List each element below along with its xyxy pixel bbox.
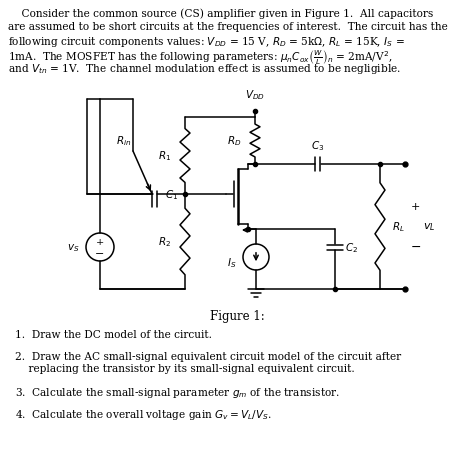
Text: $C_2$: $C_2$ xyxy=(345,241,358,254)
Text: 2.  Draw the AC small-signal equivalent circuit model of the circuit after: 2. Draw the AC small-signal equivalent c… xyxy=(15,351,401,361)
Text: $v_L$: $v_L$ xyxy=(423,221,436,233)
Text: 1mA.  The MOSFET has the following parameters: $\mu_n C_{ox} \left(\frac{W}{L}\r: 1mA. The MOSFET has the following parame… xyxy=(8,48,392,67)
Text: Consider the common source (CS) amplifier given in Figure 1.  All capacitors: Consider the common source (CS) amplifie… xyxy=(8,8,433,19)
Text: −: − xyxy=(411,241,421,253)
Text: $R_{in}$: $R_{in}$ xyxy=(116,134,131,148)
Text: $C_1$: $C_1$ xyxy=(165,188,178,202)
Text: −: − xyxy=(95,248,105,258)
Text: replacing the transistor by its small-signal equivalent circuit.: replacing the transistor by its small-si… xyxy=(15,363,355,373)
Text: $I_S$: $I_S$ xyxy=(227,256,236,269)
Text: Figure 1:: Figure 1: xyxy=(210,309,264,322)
Text: are assumed to be short circuits at the frequencies of interest.  The circuit ha: are assumed to be short circuits at the … xyxy=(8,21,448,31)
Text: $V_{DD}$: $V_{DD}$ xyxy=(245,88,265,102)
Text: $R_2$: $R_2$ xyxy=(158,235,171,249)
Text: 4.  Calculate the overall voltage gain $G_v = V_L/V_S$.: 4. Calculate the overall voltage gain $G… xyxy=(15,407,272,421)
Text: $R_L$: $R_L$ xyxy=(392,220,405,234)
Text: $C_3$: $C_3$ xyxy=(311,139,325,153)
Text: +: + xyxy=(96,238,104,246)
Text: following circuit components values: $V_{DD}$ = 15 V, $R_D$ = 5k$\Omega$, $R_L$ : following circuit components values: $V_… xyxy=(8,35,405,49)
Text: $v_S$: $v_S$ xyxy=(67,242,80,253)
Text: 3.  Calculate the small-signal parameter $g_m$ of the transistor.: 3. Calculate the small-signal parameter … xyxy=(15,385,340,399)
Text: 1.  Draw the DC model of the circuit.: 1. Draw the DC model of the circuit. xyxy=(15,329,212,339)
Text: +: + xyxy=(411,202,420,212)
Text: and $V_{tn}$ = 1V.  The channel modulation effect is assumed to be negligible.: and $V_{tn}$ = 1V. The channel modulatio… xyxy=(8,62,401,76)
Text: $R_1$: $R_1$ xyxy=(158,149,171,163)
Text: $R_D$: $R_D$ xyxy=(227,134,241,148)
